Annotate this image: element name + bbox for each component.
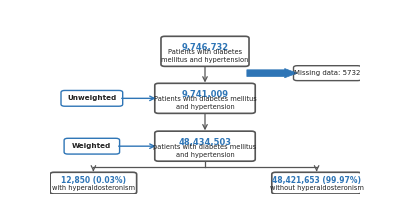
Text: Unweighted: Unweighted	[67, 95, 116, 101]
Text: patients with diabetes mellitus
and hypertension: patients with diabetes mellitus and hype…	[153, 144, 257, 158]
Text: 9,746,732: 9,746,732	[182, 43, 228, 52]
FancyBboxPatch shape	[161, 36, 249, 66]
Polygon shape	[247, 68, 297, 78]
FancyBboxPatch shape	[155, 83, 255, 113]
Text: 48,421,653 (99.97%): 48,421,653 (99.97%)	[272, 177, 361, 186]
FancyBboxPatch shape	[61, 90, 123, 106]
FancyBboxPatch shape	[155, 131, 255, 161]
Text: without hyperaldosteronism: without hyperaldosteronism	[270, 184, 364, 191]
FancyBboxPatch shape	[272, 172, 361, 194]
Text: Patients with diabetes
mellitus and hypertension: Patients with diabetes mellitus and hype…	[161, 49, 249, 63]
Text: Weighted: Weighted	[72, 143, 112, 149]
Text: 12,850 (0.03%): 12,850 (0.03%)	[61, 177, 126, 186]
Text: 48,434,503: 48,434,503	[178, 138, 232, 146]
Text: Patients with diabetes mellitus
and hypertension: Patients with diabetes mellitus and hype…	[154, 96, 256, 110]
Text: Missing data: 5732: Missing data: 5732	[294, 70, 361, 76]
Text: 9,741,009: 9,741,009	[182, 90, 228, 99]
FancyBboxPatch shape	[294, 66, 361, 81]
FancyBboxPatch shape	[50, 172, 137, 194]
Text: with hyperaldosteronism: with hyperaldosteronism	[52, 184, 135, 191]
FancyBboxPatch shape	[64, 138, 120, 154]
